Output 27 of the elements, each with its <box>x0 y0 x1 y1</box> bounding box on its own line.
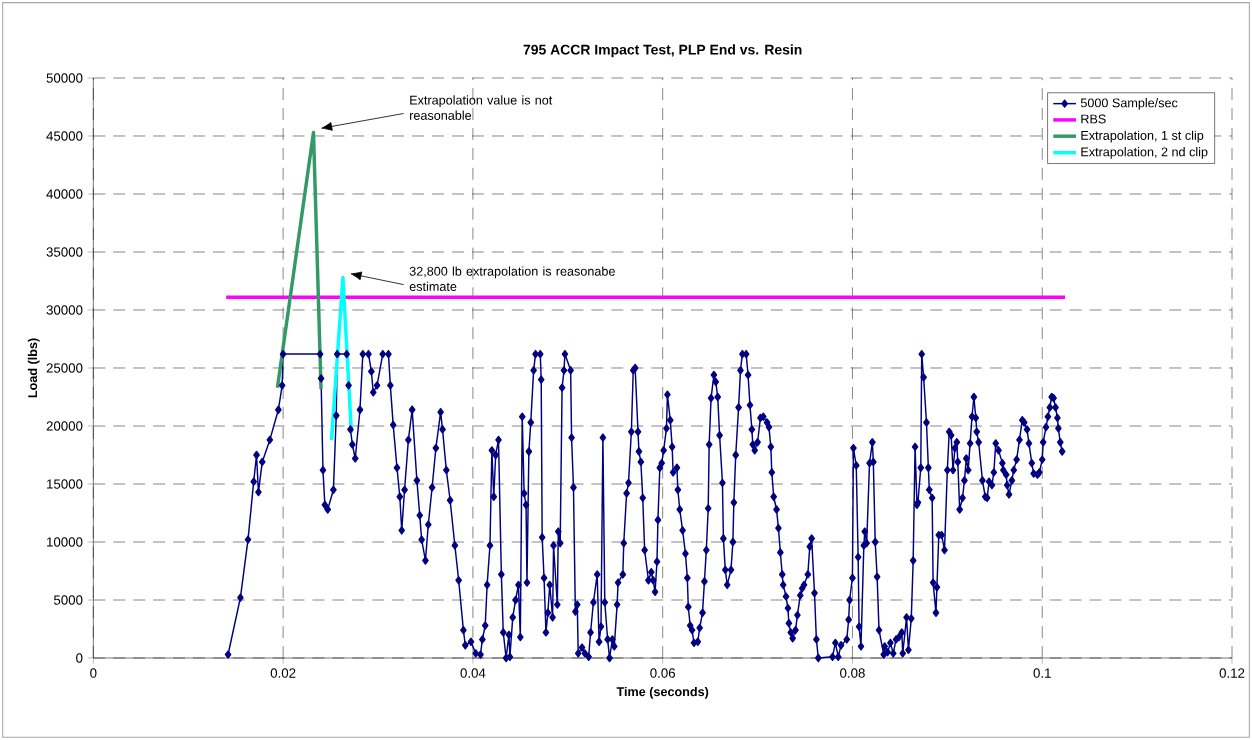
y-tick-label: 45000 <box>46 131 83 141</box>
chart-title: 795 ACCR Impact Test, PLP End vs. Resin <box>523 44 802 58</box>
annotation: 32,800 lb extrapolation is reasonabe estimate <box>409 266 615 291</box>
x-tick-label: 0.02 <box>270 668 296 678</box>
x-tick-label: 0.08 <box>840 668 865 678</box>
y-tick-label: 35000 <box>46 247 83 257</box>
y-tick-label: 40000 <box>46 189 83 199</box>
x-tick-label: 0.06 <box>650 668 676 678</box>
legend-label: Extrapolation, 2 nd clip <box>1081 147 1208 159</box>
y-tick-label: 30000 <box>46 305 83 315</box>
y-tick-label: 25000 <box>46 363 83 373</box>
y-tick-label: 20000 <box>46 421 83 431</box>
legend-label: RBS <box>1081 114 1106 124</box>
x-tick-label: 0.12 <box>1219 668 1245 678</box>
legend-label: 5000 Sample/sec <box>1080 98 1178 110</box>
y-tick-label: 15000 <box>47 479 83 489</box>
legend-label: Extrapolation, 1 st clip <box>1081 130 1204 143</box>
y-tick-label: 50000 <box>46 73 83 83</box>
y-tick-label: 5000 <box>53 595 83 605</box>
x-axis-title: Time (seconds) <box>616 686 709 699</box>
y-axis-title: Load (lbs) <box>27 338 40 398</box>
y-tick-label: 0 <box>76 653 83 663</box>
annotation: Extrapolation value is not reasonable <box>410 95 553 120</box>
x-tick-label: 0.04 <box>460 668 486 678</box>
x-tick-label: 0.1 <box>1033 668 1051 678</box>
x-tick-label: 0 <box>90 668 97 678</box>
y-tick-label: 10000 <box>47 537 83 547</box>
